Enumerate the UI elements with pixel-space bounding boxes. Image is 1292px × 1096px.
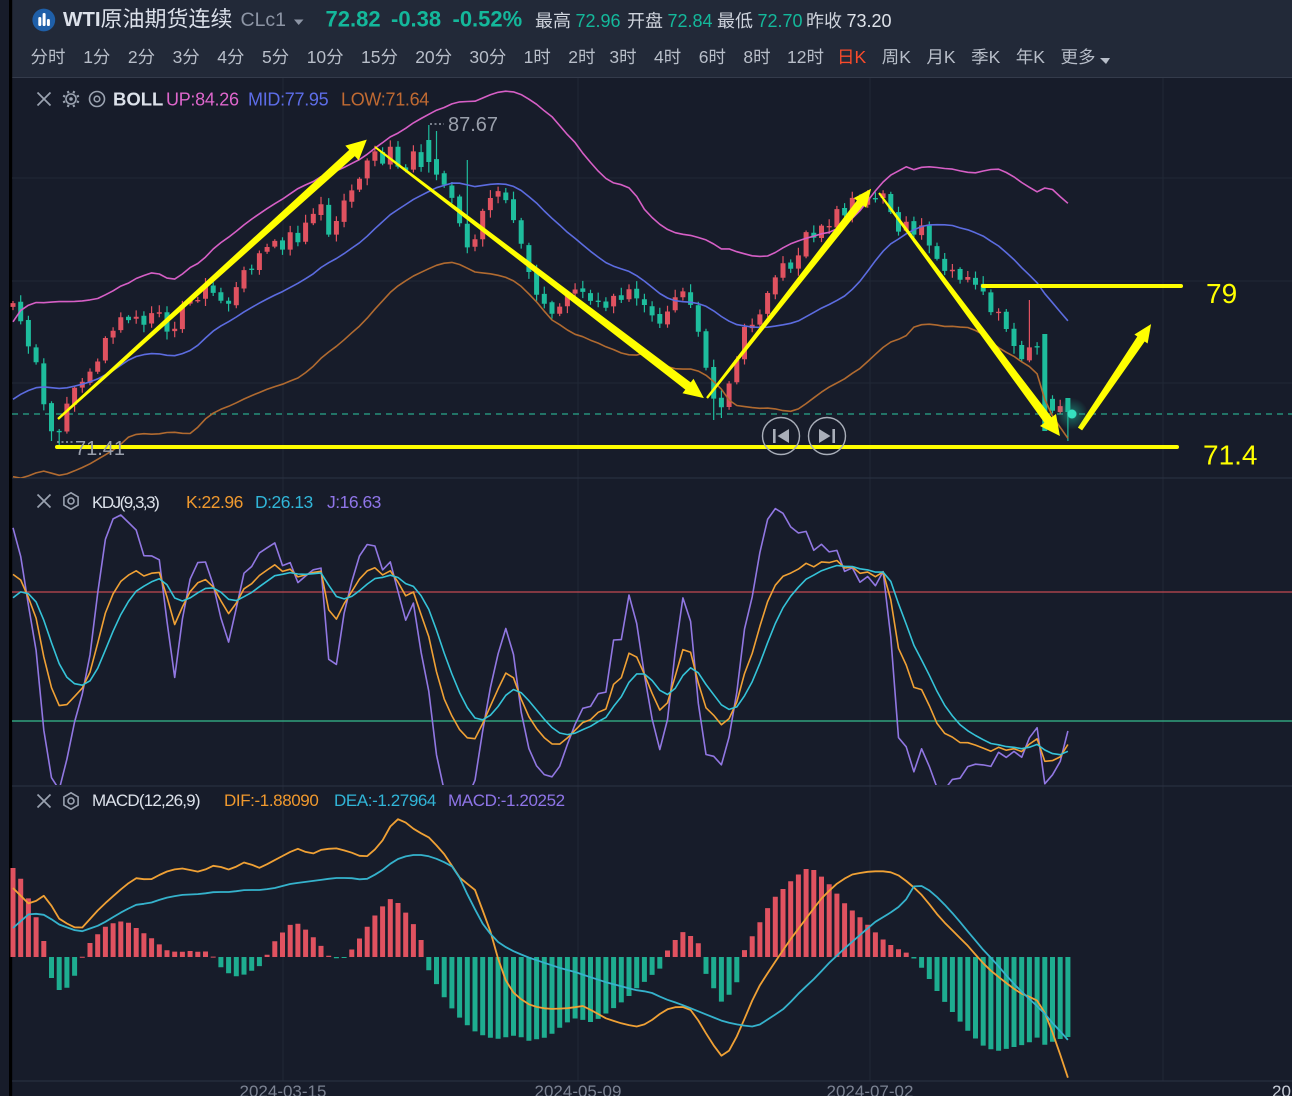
svg-text:2024-03-15: 2024-03-15: [240, 1082, 327, 1096]
svg-text:K: K: [989, 47, 1001, 67]
svg-text:12: 12: [787, 47, 806, 67]
svg-text:-0.38: -0.38: [391, 7, 441, 32]
svg-text:DEA:-1.27964: DEA:-1.27964: [334, 791, 436, 810]
svg-text:KDJ(9,3,3): KDJ(9,3,3): [92, 493, 159, 512]
svg-text:72.82: 72.82: [326, 7, 381, 32]
svg-text:6: 6: [699, 47, 709, 67]
svg-text:10: 10: [307, 47, 327, 67]
svg-text:K: K: [855, 47, 867, 67]
svg-text:30: 30: [469, 47, 489, 67]
svg-text:5: 5: [262, 47, 272, 67]
svg-text:20: 20: [415, 47, 435, 67]
svg-text:79: 79: [1206, 278, 1237, 309]
svg-text:MID:77.95: MID:77.95: [248, 90, 329, 110]
svg-text:1: 1: [83, 47, 93, 67]
svg-text:BOLL: BOLL: [113, 89, 163, 110]
svg-text:D:26.13: D:26.13: [255, 492, 313, 512]
svg-text:72.84: 72.84: [668, 11, 713, 31]
svg-text:71.4: 71.4: [1203, 440, 1258, 471]
svg-text:K:22.96: K:22.96: [186, 492, 243, 512]
svg-text:72.70: 72.70: [758, 11, 803, 31]
svg-text:73.20: 73.20: [847, 11, 892, 31]
svg-text:CLc1: CLc1: [241, 9, 287, 31]
svg-text:K: K: [899, 47, 911, 67]
svg-text:3: 3: [609, 47, 619, 67]
svg-text:MACD(12,26,9): MACD(12,26,9): [92, 791, 200, 810]
svg-text:2: 2: [568, 47, 578, 67]
svg-text:3: 3: [173, 47, 183, 67]
svg-text:MACD:-1.20252: MACD:-1.20252: [448, 791, 565, 810]
svg-text:71.41: 71.41: [75, 438, 125, 460]
svg-text:J:16.63: J:16.63: [327, 492, 381, 512]
svg-text:DIF:-1.88090: DIF:-1.88090: [224, 791, 318, 810]
svg-text:72.96: 72.96: [576, 11, 621, 31]
svg-text:2024-07-02: 2024-07-02: [827, 1082, 914, 1096]
svg-text:WTI: WTI: [63, 8, 101, 31]
svg-text:LOW:71.64: LOW:71.64: [341, 90, 429, 110]
svg-text:UP:84.26: UP:84.26: [166, 90, 239, 110]
svg-text:K: K: [1033, 47, 1045, 67]
svg-text:4: 4: [654, 47, 664, 67]
svg-text:4: 4: [217, 47, 227, 67]
svg-text:K: K: [944, 47, 956, 67]
svg-text:2024-05-09: 2024-05-09: [535, 1082, 622, 1096]
svg-text:8: 8: [743, 47, 753, 67]
svg-text:20: 20: [1272, 1082, 1291, 1096]
svg-text:15: 15: [361, 47, 380, 67]
svg-text:87.67: 87.67: [448, 114, 498, 136]
svg-text:1: 1: [524, 47, 534, 67]
svg-text:2: 2: [128, 47, 138, 67]
svg-text:-0.52%: -0.52%: [453, 7, 523, 32]
